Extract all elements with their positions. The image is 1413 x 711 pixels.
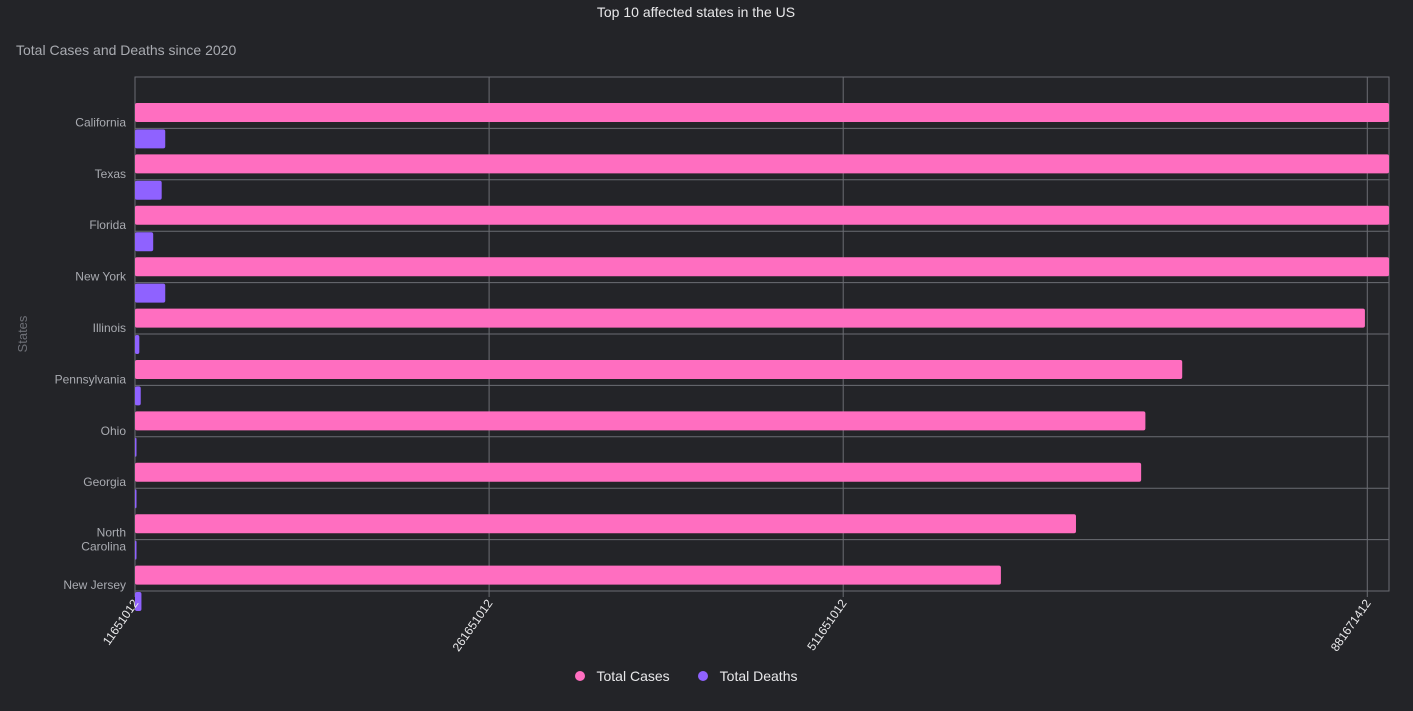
bar-total-deaths: [135, 437, 137, 457]
legend: Total Cases Total Deaths: [0, 668, 1372, 684]
bar-total-cases: [135, 411, 1146, 431]
bars-layer: [135, 103, 1389, 611]
bar-total-deaths: [135, 180, 162, 200]
bar-total-deaths: [135, 540, 137, 560]
y-tick-label: California: [75, 115, 126, 129]
y-tick-label: Florida: [89, 218, 126, 232]
y-tick-label: Illinois: [93, 321, 126, 335]
bar-total-cases: [135, 103, 1389, 122]
chart-title: Top 10 affected states in the US: [596, 4, 796, 20]
x-tick-label: 261651012: [450, 596, 496, 653]
bar-total-cases: [135, 514, 1076, 534]
chart-subtitle: Total Cases and Deaths since 2020: [16, 42, 237, 58]
bar-total-deaths: [135, 283, 166, 303]
bar-total-deaths: [135, 386, 141, 406]
bar-total-cases: [135, 257, 1389, 277]
bar-total-deaths: [135, 335, 140, 354]
x-tick-label: 881671412: [1328, 596, 1374, 653]
legend-item-total-deaths[interactable]: Total Deaths: [697, 668, 798, 684]
legend-swatch-total-cases: [574, 671, 585, 681]
legend-label-total-deaths: Total Deaths: [719, 668, 798, 684]
bar-total-cases: [135, 462, 1142, 482]
y-tick-label: New York: [75, 270, 127, 284]
grid-layer: [134, 76, 1390, 597]
bar-total-cases: [135, 565, 1001, 585]
y-tick-label: Georgia: [83, 475, 126, 489]
bar-total-deaths: [135, 489, 137, 509]
y-tick-label: North Carolina: [81, 526, 126, 554]
bar-total-cases: [135, 205, 1389, 225]
y-axis-title: States: [15, 315, 30, 352]
bar-total-deaths: [135, 232, 154, 252]
y-tick-label: Ohio: [101, 424, 127, 438]
bar-total-deaths: [135, 592, 142, 611]
legend-swatch-total-deaths: [697, 671, 708, 681]
x-tick-label: 11651012: [100, 596, 142, 647]
legend-label-total-cases: Total Cases: [596, 668, 670, 684]
bar-total-cases: [135, 308, 1365, 328]
bar-total-cases: [135, 360, 1183, 379]
x-tick-label: 511651012: [804, 596, 850, 653]
bar-total-cases: [135, 154, 1389, 174]
bar-total-deaths: [135, 129, 166, 149]
y-tick-label: New Jersey: [63, 578, 126, 592]
y-tick-label: Pennsylvania: [55, 372, 127, 386]
y-tick-label: Texas: [95, 167, 126, 181]
legend-item-total-cases[interactable]: Total Cases: [574, 668, 670, 684]
